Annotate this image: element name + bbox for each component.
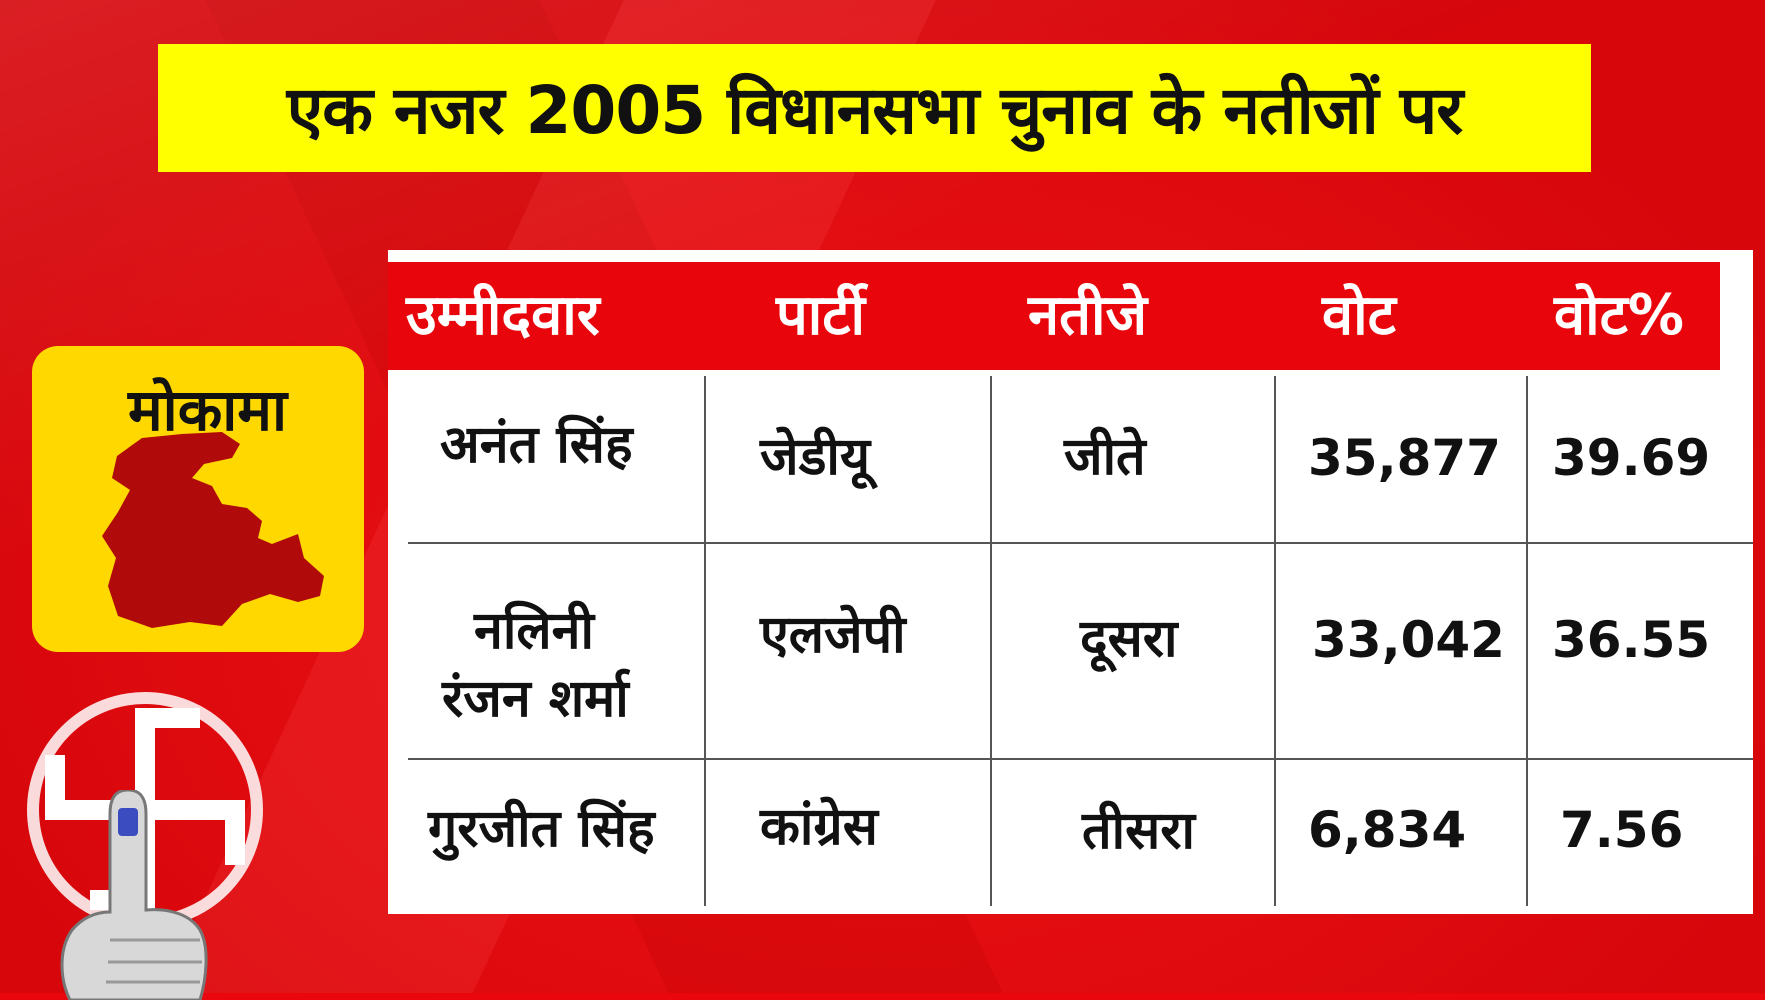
- candidate-name: अनंत सिंह: [440, 415, 633, 475]
- row-divider: [408, 542, 1753, 544]
- table-header: उम्मीदवार पार्टी नतीजे वोट वोट%: [388, 262, 1720, 370]
- header-result: नतीजे: [1028, 283, 1148, 348]
- constituency-name: मोकामा: [128, 376, 287, 444]
- inked-finger-icon: [60, 790, 208, 1000]
- vote-percent: 36.55: [1552, 611, 1711, 669]
- title-banner: एक नजर 2005 विधानसभा चुनाव के नतीजों पर: [158, 44, 1591, 172]
- vote-count: 6,834: [1308, 801, 1467, 859]
- vote-percent: 7.56: [1560, 801, 1684, 859]
- header-candidate: उम्मीदवार: [406, 283, 600, 348]
- constituency-map-icon: [102, 432, 324, 628]
- header-party: पार्टी: [776, 283, 866, 348]
- party-name: एलजेपी: [760, 605, 906, 665]
- candidate-name: नलिनी: [474, 601, 594, 661]
- vote-count: 35,877: [1308, 429, 1501, 487]
- party-name: कांग्रेस: [760, 797, 878, 857]
- vote-percent: 39.69: [1552, 429, 1711, 487]
- party-name: जेडीयू: [760, 427, 871, 487]
- column-divider: [990, 376, 992, 906]
- candidate-name-line2: रंजन शर्मा: [442, 669, 629, 729]
- column-divider: [704, 376, 706, 906]
- results-table: उम्मीदवार पार्टी नतीजे वोट वोट% अनंत सिं…: [388, 250, 1753, 914]
- column-divider: [1274, 376, 1276, 906]
- column-divider: [1526, 376, 1528, 906]
- result-status: दूसरा: [1080, 609, 1178, 669]
- header-vote-percent: वोट%: [1554, 283, 1684, 348]
- page-title: एक नजर 2005 विधानसभा चुनाव के नतीजों पर: [286, 72, 1463, 149]
- constituency-card: मोकामा: [32, 346, 364, 652]
- vote-count: 33,042: [1312, 611, 1505, 669]
- result-status: जीते: [1064, 427, 1146, 487]
- candidate-name: गुरजीत सिंह: [428, 799, 655, 859]
- row-divider: [408, 758, 1753, 760]
- result-status: तीसरा: [1082, 801, 1195, 861]
- header-votes: वोट: [1322, 283, 1396, 348]
